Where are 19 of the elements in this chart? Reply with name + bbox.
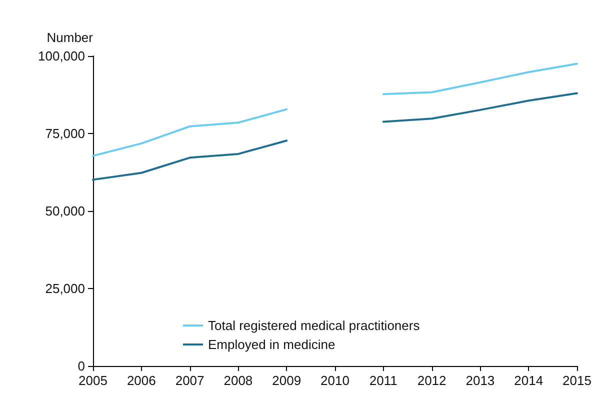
y-tick-label: 0: [78, 358, 85, 374]
x-tick-label: 2014: [514, 373, 544, 388]
x-tick-label: 2015: [562, 373, 592, 388]
x-tick-label: 2009: [272, 373, 302, 388]
y-axis-title: Number: [46, 30, 94, 45]
x-tick-label: 2006: [126, 373, 156, 388]
x-tick-label: 2013: [466, 373, 495, 388]
x-tick-label: 2008: [224, 373, 253, 388]
y-tick-label: 50,000: [45, 204, 85, 218]
legend-label: Total registered medical practitioners: [208, 318, 420, 333]
y-tick-label: 100,000: [38, 48, 85, 64]
x-tick-label: 2007: [175, 373, 204, 388]
x-tick-label: 2010: [320, 373, 350, 388]
legend-label: Employed in medicine: [208, 337, 336, 352]
y-tick-label: 25,000: [45, 281, 85, 296]
x-tick-label: 2005: [78, 373, 108, 388]
x-tick-label: 2012: [417, 373, 446, 388]
y-tick-label: 75,000: [45, 126, 85, 141]
x-tick-label: 2011: [369, 373, 398, 388]
